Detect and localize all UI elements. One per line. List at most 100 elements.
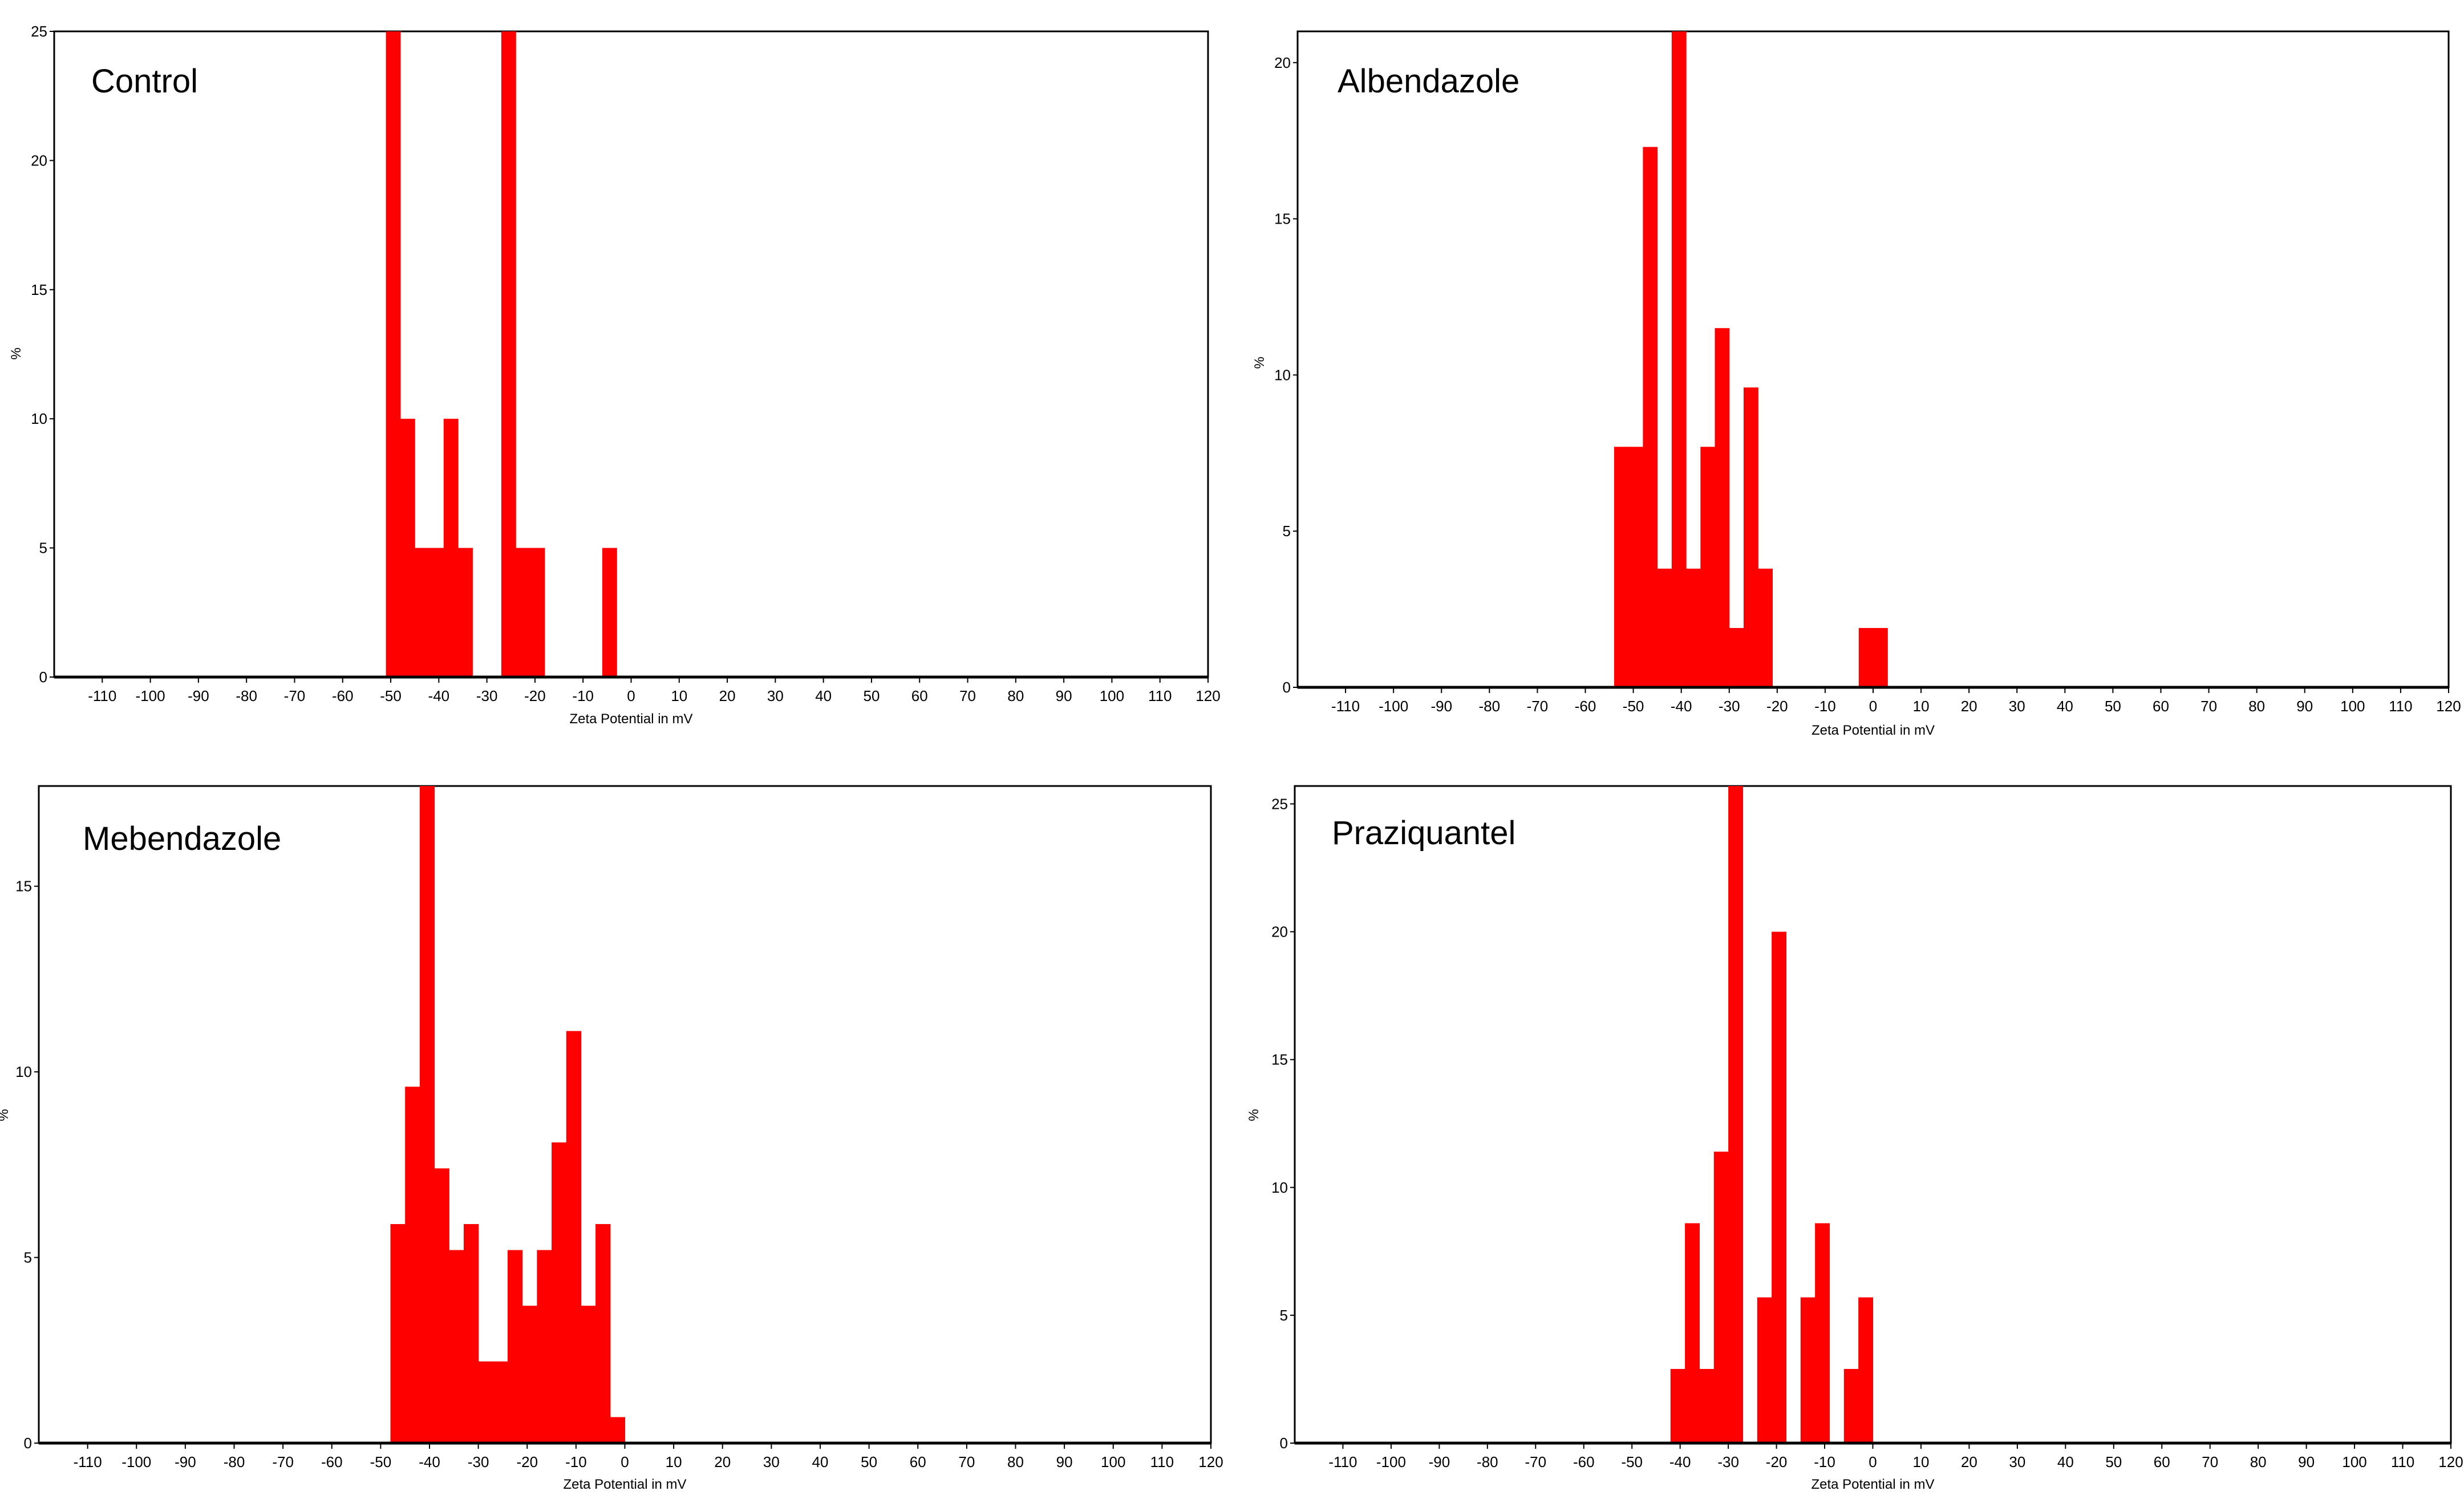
y-axis-label: %: [9, 347, 24, 359]
histogram-bar: [1858, 627, 1874, 687]
x-tick-label: -70: [284, 687, 306, 704]
x-tick-label: -10: [1814, 1453, 1835, 1470]
y-tick-label: 15: [15, 878, 32, 895]
x-tick-label: -100: [121, 1453, 151, 1470]
x-tick-label: 110: [1150, 1453, 1174, 1470]
x-tick-label: -70: [272, 1453, 294, 1470]
x-tick-label: 20: [1961, 698, 1977, 715]
histogram-bar: [516, 548, 531, 677]
y-tick-label: 0: [24, 1435, 32, 1452]
x-tick-label: 90: [2296, 698, 2313, 715]
x-tick-label: -20: [516, 1453, 538, 1470]
histogram-bar: [493, 1361, 508, 1443]
x-tick-label: -100: [1376, 1453, 1406, 1470]
histogram-bar: [1757, 1297, 1772, 1443]
x-tick-label: 70: [2202, 1453, 2218, 1470]
x-tick-label: 10: [1912, 1453, 1929, 1470]
x-tick-label: 10: [1913, 698, 1930, 715]
x-tick-label: 60: [2154, 1453, 2170, 1470]
x-tick-label: 60: [2153, 698, 2169, 715]
x-tick-label: 70: [959, 687, 976, 704]
histogram-bar: [449, 1250, 464, 1443]
histogram-bar: [1873, 627, 1888, 687]
histogram-bar: [1686, 568, 1701, 687]
x-tick-label: -90: [1429, 1453, 1450, 1470]
x-tick-label: 90: [1056, 687, 1072, 704]
x-tick-label: -40: [419, 1453, 440, 1470]
x-axis-label: Zeta Potential in mV: [1811, 723, 1935, 738]
panel-title: Praziquantel: [1332, 815, 1515, 852]
x-tick-label: 50: [2105, 698, 2121, 715]
plot-frame: [38, 785, 1212, 1444]
y-tick-label: 20: [1271, 923, 1288, 941]
panel-title: Albendazole: [1338, 63, 1519, 100]
x-tick-label: 120: [1195, 687, 1220, 704]
histogram-bar: [478, 1361, 493, 1443]
x-tick-label: -80: [236, 687, 257, 704]
x-axis-label: Zeta Potential in mV: [1811, 1477, 1934, 1492]
histogram-bar: [405, 1087, 420, 1443]
y-tick-label: 5: [39, 540, 47, 557]
y-tick-label: 15: [1274, 210, 1291, 228]
x-tick-label: 0: [1869, 698, 1877, 715]
histogram-bar: [522, 1306, 537, 1443]
x-tick-label: 110: [2389, 698, 2412, 715]
x-tick-label: 100: [2340, 698, 2365, 715]
plot-frame: [1296, 30, 2450, 688]
x-tick-label: 0: [627, 687, 635, 704]
histogram-bar: [1628, 447, 1643, 687]
x-tick-label: -10: [1814, 698, 1836, 715]
y-axis-label: %: [1252, 356, 1267, 368]
histogram-bar: [566, 1031, 582, 1443]
histogram-bar: [400, 419, 415, 677]
histogram-bar: [458, 548, 473, 677]
x-tick-label: -80: [224, 1453, 245, 1470]
histogram-bar: [1643, 147, 1658, 687]
histogram-bar: [419, 786, 435, 1443]
x-tick-label: 70: [2200, 698, 2217, 715]
histogram-bar: [415, 548, 430, 677]
x-tick-label: 20: [714, 1453, 731, 1470]
histogram-bar: [581, 1306, 596, 1443]
panel-title: Control: [91, 63, 198, 100]
x-tick-label: -90: [175, 1453, 196, 1470]
histogram-bar: [1843, 1369, 1859, 1443]
histogram-bar: [443, 419, 459, 677]
x-tick-label: -60: [321, 1453, 343, 1470]
x-tick-label: 100: [1101, 1453, 1125, 1470]
x-tick-label: -80: [1479, 698, 1501, 715]
histogram-bar: [1657, 568, 1672, 687]
y-tick-label: 10: [31, 410, 47, 427]
histogram-bar: [1728, 786, 1744, 1443]
histogram-bar: [552, 1142, 567, 1443]
histogram-bar: [1671, 31, 1687, 687]
x-tick-label: -10: [565, 1453, 587, 1470]
x-tick-label: 40: [812, 1453, 829, 1470]
x-tick-label: 20: [1961, 1453, 1977, 1470]
x-tick-label: 20: [719, 687, 736, 704]
x-tick-label: 10: [671, 687, 687, 704]
x-tick-label: 10: [666, 1453, 682, 1470]
histogram-bar: [1815, 1223, 1830, 1443]
x-tick-label: 120: [1198, 1453, 1223, 1470]
histogram-bar: [1772, 931, 1787, 1443]
x-tick-label: -30: [476, 687, 498, 704]
x-tick-label: -50: [1621, 1453, 1643, 1470]
histogram-bar: [1670, 1369, 1685, 1443]
x-tick-label: -70: [1527, 698, 1549, 715]
histogram-bar: [501, 31, 516, 677]
x-tick-label: -80: [1477, 1453, 1498, 1470]
x-tick-label: -40: [1669, 1453, 1691, 1470]
x-tick-label: -100: [1379, 698, 1408, 715]
x-tick-label: 30: [767, 687, 784, 704]
histogram-bar: [1800, 1297, 1815, 1443]
x-tick-label: 30: [2009, 1453, 2025, 1470]
plot-frame: [53, 30, 1209, 678]
x-tick-label: -90: [188, 687, 209, 704]
x-tick-label: 70: [958, 1453, 975, 1470]
x-tick-label: 50: [863, 687, 880, 704]
x-tick-label: 80: [2248, 698, 2265, 715]
